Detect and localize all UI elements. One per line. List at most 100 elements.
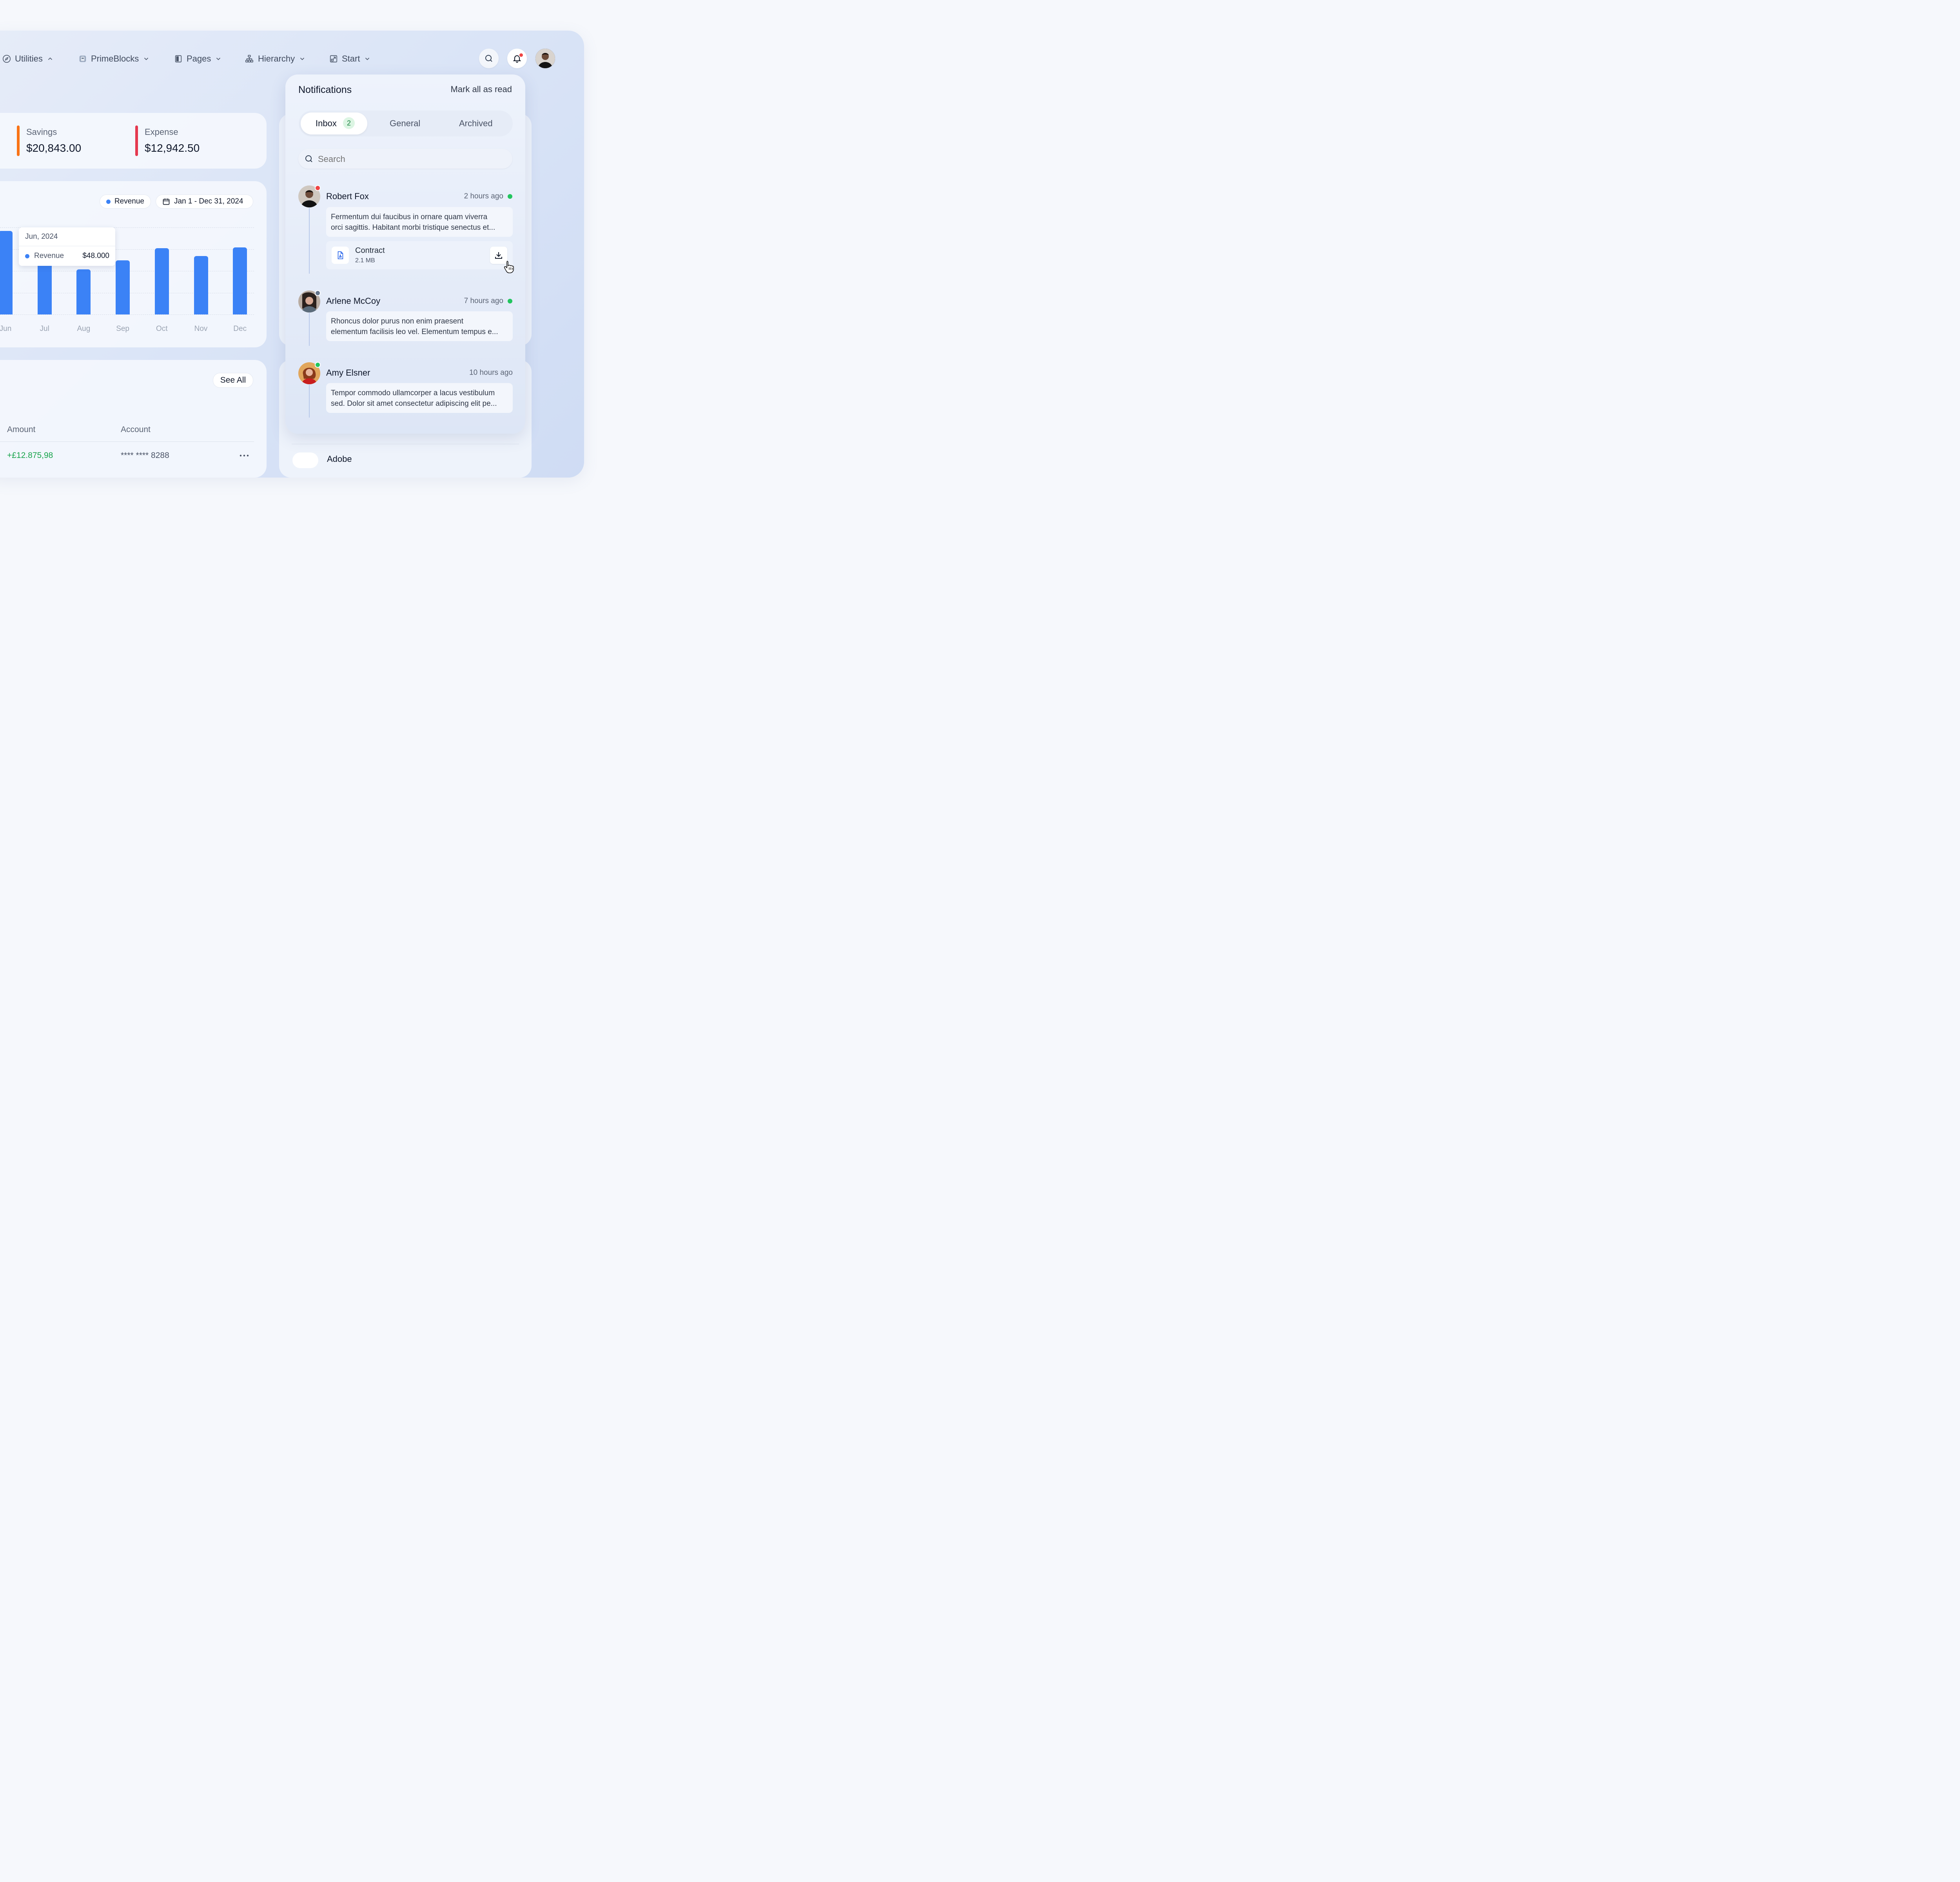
chart-gridline xyxy=(0,227,254,228)
person-avatar-icon xyxy=(535,49,555,68)
nav-item-label: Utilities xyxy=(15,54,43,64)
date-range-picker[interactable]: Jan 1 - Dec 31, 2024 xyxy=(156,194,253,209)
attachment-name: Contract xyxy=(355,246,385,255)
tab-general[interactable]: General xyxy=(390,118,421,128)
attachment-card: Contract 2.1 MB xyxy=(326,241,513,269)
more-options-icon[interactable] xyxy=(239,453,249,458)
sender-name: Robert Fox xyxy=(326,191,369,201)
page-icon xyxy=(175,55,182,63)
chevron-down-icon xyxy=(300,58,305,60)
avatar xyxy=(298,185,320,207)
legend-dot xyxy=(106,199,111,204)
search-input[interactable] xyxy=(317,152,507,166)
transaction-amount: +£12.875,98 xyxy=(7,451,53,460)
download-button[interactable] xyxy=(490,247,507,264)
user-avatar[interactable] xyxy=(535,49,555,68)
chart-bar-nov[interactable] xyxy=(194,256,208,314)
calendar-icon xyxy=(163,198,170,205)
tooltip-value: $48.000 xyxy=(82,252,109,260)
savings-indicator xyxy=(17,125,20,156)
chart-tooltip: Jun, 2024 Revenue $48.000 xyxy=(19,227,115,266)
nav-item-primeblocks[interactable]: PrimeBlocks xyxy=(78,53,150,65)
tooltip-title: Jun, 2024 xyxy=(25,233,58,241)
primeblocks-logo-icon xyxy=(79,55,86,62)
mark-all-read-link[interactable]: Mark all as read xyxy=(450,84,512,94)
nav-item-label: Pages xyxy=(187,54,211,64)
pdf-file-icon xyxy=(338,251,343,259)
tooltip-series-label: Revenue xyxy=(34,252,64,260)
tab-inbox[interactable] xyxy=(301,113,367,134)
expense-label: Expense xyxy=(145,127,178,137)
nav-item-utilities[interactable]: Utilities xyxy=(2,53,54,65)
chevron-up-icon xyxy=(48,57,52,60)
thread-line xyxy=(309,385,310,418)
nav-item-hierarchy[interactable]: Hierarchy xyxy=(245,53,306,65)
message-line: Tempor commodo ullamcorper a lacus vesti… xyxy=(331,389,495,397)
date-range-label: Jan 1 - Dec 31, 2024 xyxy=(174,197,243,205)
expense-indicator xyxy=(135,125,138,156)
x-tick-label: Oct xyxy=(156,325,168,333)
chart-bar-dec[interactable] xyxy=(233,247,247,314)
legend-revenue-chip[interactable]: Revenue xyxy=(100,194,151,209)
see-all-button[interactable]: See All xyxy=(213,373,253,388)
online-indicator xyxy=(508,299,512,303)
x-tick-label: Sep xyxy=(116,325,129,333)
savings-value: $20,843.00 xyxy=(26,142,82,154)
expense-value: $12,942.50 xyxy=(145,142,200,154)
sender-name: Arlene McCoy xyxy=(326,296,381,306)
stats-card xyxy=(0,113,267,169)
chevron-down-icon xyxy=(216,58,221,60)
search-icon xyxy=(485,55,492,62)
search-button[interactable] xyxy=(479,49,499,68)
x-tick-label: Jul xyxy=(40,325,49,333)
sender-name: Amy Elsner xyxy=(326,368,370,378)
nav-item-label: Hierarchy xyxy=(258,54,295,64)
status-indicator xyxy=(315,290,321,296)
x-tick-label: Jun xyxy=(0,325,12,333)
timestamp: 10 hours ago xyxy=(469,369,513,377)
online-status-indicator xyxy=(315,362,321,368)
unread-badge xyxy=(519,53,524,58)
bell-icon xyxy=(513,55,521,63)
message-preview: Rhoncus dolor purus non enim praesent el… xyxy=(326,311,513,341)
message-line: sed. Dolor sit amet consectetur adipisci… xyxy=(331,400,497,408)
notifications-title: Notifications xyxy=(298,84,352,95)
company-name: Adobe xyxy=(327,454,352,464)
person-avatar-icon xyxy=(298,185,320,207)
thread-line xyxy=(309,208,310,274)
message-line: Rhoncus dolor purus non enim praesent xyxy=(331,317,463,325)
chevron-down-icon xyxy=(365,58,370,60)
legend-label: Revenue xyxy=(114,197,144,205)
download-icon xyxy=(495,252,502,259)
hierarchy-icon xyxy=(245,55,253,63)
message-line: elementum facilisis leo vel. Elementum t… xyxy=(331,328,498,336)
timestamp: 2 hours ago xyxy=(464,192,503,200)
chart-bar-jun[interactable] xyxy=(0,231,13,314)
nav-item-start[interactable]: Start xyxy=(329,53,371,65)
x-tick-label: Dec xyxy=(233,325,247,333)
message-line: Fermentum dui faucibus in ornare quam vi… xyxy=(331,213,488,221)
tab-inbox-label: Inbox xyxy=(316,118,337,128)
attachment-size: 2.1 MB xyxy=(355,257,375,264)
nav-item-label: PrimeBlocks xyxy=(91,54,139,64)
chart-bar-jul[interactable] xyxy=(37,260,52,314)
table-header-divider xyxy=(0,441,254,442)
company-logo xyxy=(292,452,318,468)
unread-indicator xyxy=(315,185,321,191)
chart-bar-oct[interactable] xyxy=(154,248,169,314)
nav-item-label: Start xyxy=(342,54,360,64)
column-header-account: Account xyxy=(121,425,151,434)
hand-cursor-icon xyxy=(504,261,514,273)
tab-archived[interactable]: Archived xyxy=(459,118,493,128)
timestamp: 7 hours ago xyxy=(464,297,503,305)
chart-gridline xyxy=(0,314,254,315)
chevron-down-icon xyxy=(144,58,149,60)
search-icon xyxy=(305,155,312,162)
notifications-button[interactable] xyxy=(507,49,527,68)
transaction-account: **** **** 8288 xyxy=(121,451,169,460)
nav-item-pages[interactable]: Pages xyxy=(174,53,222,65)
chart-bar-sep[interactable] xyxy=(116,260,130,314)
chart-bar-aug[interactable] xyxy=(76,269,91,314)
external-link-icon xyxy=(330,55,338,63)
notification-search[interactable] xyxy=(298,149,512,169)
